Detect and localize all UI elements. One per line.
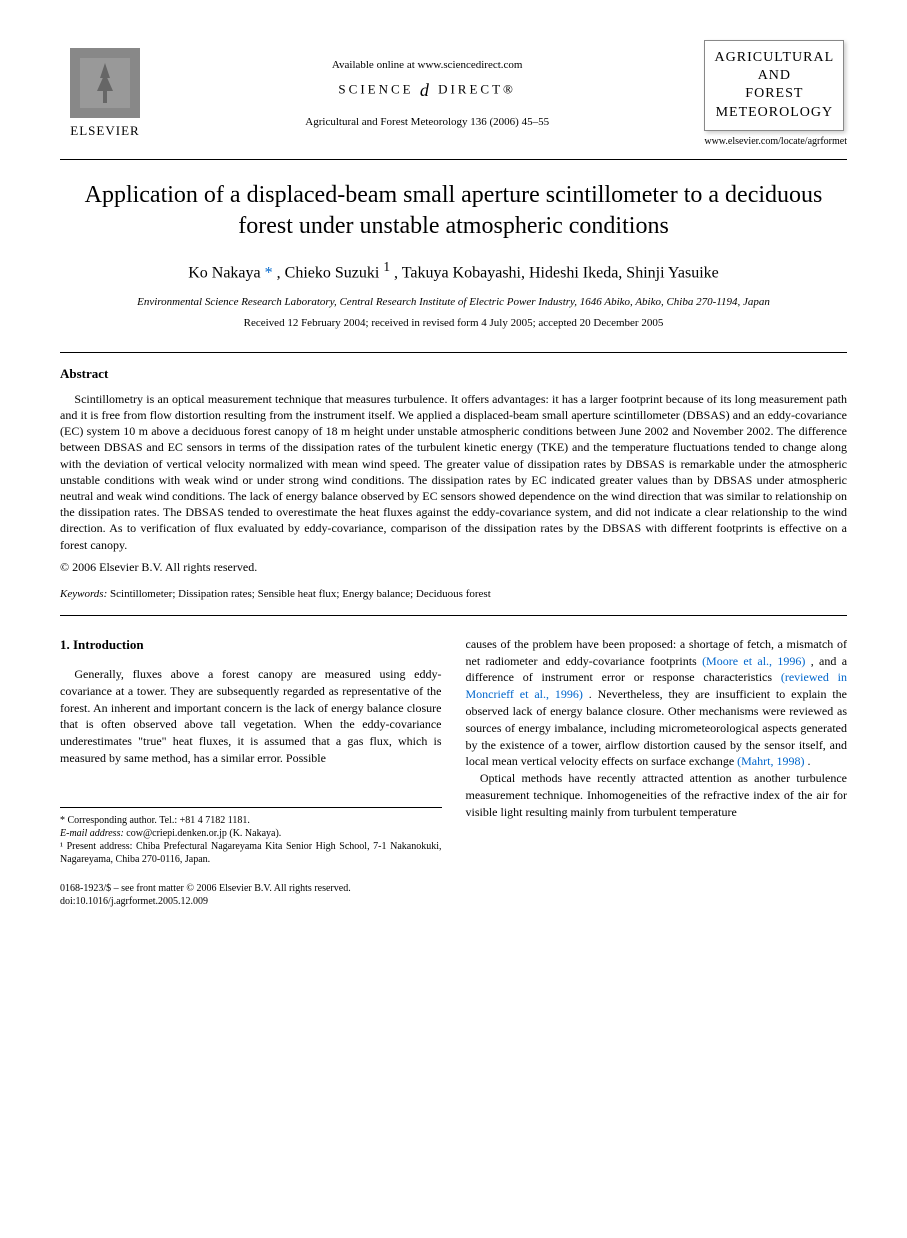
- top-divider: [60, 159, 847, 160]
- left-column: 1. Introduction Generally, fluxes above …: [60, 636, 442, 866]
- abstract-body: Scintillometry is an optical measurement…: [60, 392, 847, 552]
- elsevier-tree-icon: [70, 48, 140, 118]
- author-footnote-1: 1: [383, 259, 390, 274]
- intro-p2-d: .: [807, 754, 810, 768]
- journal-title-box: AGRICULTURAL AND FOREST METEOROLOGY: [704, 40, 844, 131]
- right-column: causes of the problem have been proposed…: [466, 636, 848, 866]
- intro-paragraph-2: causes of the problem have been proposed…: [466, 636, 848, 770]
- authors-rest: , Takuya Kobayashi, Hideshi Ikeda, Shinj…: [394, 264, 719, 281]
- copyright-line: © 2006 Elsevier B.V. All rights reserved…: [60, 559, 847, 576]
- author-2: , Chieko Suzuki: [277, 264, 380, 281]
- intro-paragraph-1: Generally, fluxes above a forest canopy …: [60, 666, 442, 767]
- email-label: E-mail address:: [60, 828, 124, 839]
- keywords-label: Keywords:: [60, 588, 107, 600]
- footnotes-block: * Corresponding author. Tel.: +81 4 7182…: [60, 807, 442, 866]
- journal-box-line2: AND: [709, 67, 839, 85]
- email-address: cow@criepi.denken.or.jp (K. Nakaya).: [126, 828, 281, 839]
- citation-moore-1996[interactable]: (Moore et al., 1996): [702, 654, 805, 668]
- journal-reference: Agricultural and Forest Meteorology 136 …: [150, 115, 704, 130]
- journal-box-line3: FOREST: [709, 85, 839, 103]
- journal-box-line4: METEOROLOGY: [709, 104, 839, 122]
- citation-mahrt-1998[interactable]: (Mahrt, 1998): [737, 754, 804, 768]
- header-row: ELSEVIER Available online at www.science…: [60, 40, 847, 149]
- available-online-text: Available online at www.sciencedirect.co…: [150, 58, 704, 73]
- keywords-line: Keywords: Scintillometer; Dissipation ra…: [60, 587, 847, 602]
- footnote-email-line: E-mail address: cow@criepi.denken.or.jp …: [60, 827, 442, 840]
- article-title: Application of a displaced-beam small ap…: [60, 180, 847, 242]
- footer-doi: doi:10.1016/j.agrformet.2005.12.009: [60, 895, 847, 908]
- authors-line: Ko Nakaya * , Chieko Suzuki 1 , Takuya K…: [60, 258, 847, 285]
- journal-url: www.elsevier.com/locate/agrformet: [704, 135, 847, 149]
- footer-info: 0168-1923/$ – see front matter © 2006 El…: [60, 882, 847, 908]
- article-dates: Received 12 February 2004; received in r…: [60, 316, 847, 331]
- d-icon: d: [420, 80, 432, 100]
- abstract-bottom-divider: [60, 615, 847, 616]
- sciencedirect-left: SCIENCE: [338, 81, 413, 96]
- elsevier-logo-block: ELSEVIER: [60, 48, 150, 140]
- footer-issn: 0168-1923/$ – see front matter © 2006 El…: [60, 882, 847, 895]
- author-1: Ko Nakaya: [188, 264, 260, 281]
- journal-box-line1: AGRICULTURAL: [709, 49, 839, 67]
- elsevier-text: ELSEVIER: [60, 122, 150, 140]
- footnote-corresponding: * Corresponding author. Tel.: +81 4 7182…: [60, 814, 442, 827]
- center-header: Available online at www.sciencedirect.co…: [150, 58, 704, 130]
- footnote-present-address: ¹ Present address: Chiba Prefectural Nag…: [60, 840, 442, 866]
- abstract-top-divider: [60, 352, 847, 353]
- journal-box-wrapper: AGRICULTURAL AND FOREST METEOROLOGY www.…: [704, 40, 847, 149]
- keywords-list: Scintillometer; Dissipation rates; Sensi…: [110, 588, 491, 600]
- intro-paragraph-3: Optical methods have recently attracted …: [466, 770, 848, 820]
- sciencedirect-logo: SCIENCE d DIRECT®: [150, 78, 704, 103]
- introduction-heading: 1. Introduction: [60, 636, 442, 654]
- affiliation: Environmental Science Research Laborator…: [60, 295, 847, 310]
- two-column-body: 1. Introduction Generally, fluxes above …: [60, 636, 847, 866]
- sciencedirect-right: DIRECT®: [438, 81, 516, 96]
- corresponding-author-link[interactable]: *: [265, 264, 273, 281]
- abstract-heading: Abstract: [60, 365, 847, 383]
- abstract-text: Scintillometry is an optical measurement…: [60, 391, 847, 553]
